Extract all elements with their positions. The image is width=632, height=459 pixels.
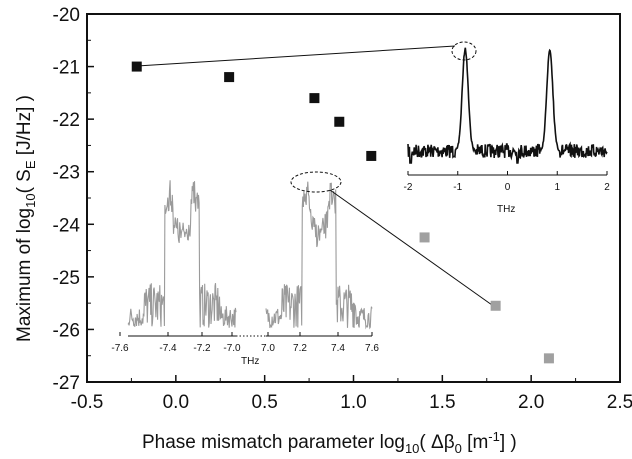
inset-left-tick-label: 7.6 [365, 343, 379, 354]
inset-left-tick-label: -7.4 [159, 343, 177, 354]
inset-left-tick-label: -7.2 [193, 343, 211, 354]
data-point-series-1 [366, 150, 377, 161]
connector-line-black [136, 45, 456, 67]
inset-left-tick-label: 7.4 [331, 343, 345, 354]
inset-left-tick-label: 7.2 [293, 343, 307, 354]
y-tick-label: -26 [53, 320, 80, 341]
x-axis-ticks: -0.5 0.0 0.5 1.0 1.5 2.0 2.5 [71, 375, 632, 413]
x-tick-label: 0.0 [163, 392, 189, 413]
inset-left-spectrum: -7.6 -7.4 -7.2 -7.0 7.0 7.2 7.4 7.6 THz [111, 171, 379, 367]
x-tick-label: 2.5 [607, 392, 632, 413]
inset-right-tick-label: 0 [505, 182, 511, 193]
inset-right-tick-label: 1 [554, 182, 560, 193]
inset-left-tick-label: -7.6 [111, 343, 129, 354]
data-point-series-1 [334, 116, 345, 127]
inset-left-ticks: -7.6 -7.4 -7.2 -7.0 7.0 7.2 7.4 7.6 [111, 332, 379, 354]
x-axis-title: Phase mismatch parameter log10( Δβ0 [m-1… [142, 429, 517, 456]
y-tick-label: -22 [53, 110, 80, 131]
inset-right-spectrum: -2 -1 0 1 2 THz [404, 41, 610, 215]
inset-left-highlight-ellipse [290, 171, 342, 193]
inset-left-trace-negative [127, 180, 237, 328]
y-tick-label: -23 [53, 163, 80, 184]
x-tick-label: -0.5 [71, 392, 104, 413]
data-markers [131, 61, 554, 364]
data-point-series-2 [419, 232, 430, 243]
data-point-series-1 [131, 61, 142, 72]
y-axis-title: Maximum of log10( SE [J/Hz] ) [14, 95, 38, 342]
y-tick-label: -24 [53, 215, 81, 236]
y-tick-label: -20 [53, 5, 80, 26]
data-point-series-2 [490, 300, 501, 311]
inset-left-x-label: THz [241, 356, 259, 367]
y-axis-ticks: -20 -21 -22 -23 -24 -25 -26 -27 [53, 5, 94, 394]
connector-line-gray [329, 189, 493, 306]
y-tick-label: -21 [53, 58, 80, 79]
inset-left-tick-label: -7.0 [223, 343, 241, 354]
inset-left-trace-positive [265, 181, 373, 330]
x-tick-label: 1.5 [429, 392, 455, 413]
x-tick-label: 0.5 [251, 392, 277, 413]
y-tick-label: -25 [53, 268, 80, 289]
data-point-series-1 [224, 72, 235, 83]
inset-right-tick-label: -1 [453, 182, 462, 193]
inset-right-highlight-ellipse [451, 41, 477, 61]
x-tick-label: 1.0 [340, 392, 366, 413]
inset-right-tick-label: 2 [604, 182, 610, 193]
y-tick-label: -27 [53, 373, 80, 394]
inset-left-tick-label: 7.0 [261, 343, 275, 354]
inset-right-ticks: -2 -1 0 1 2 [404, 171, 610, 193]
inset-right-trace [407, 47, 608, 164]
data-point-series-2 [543, 353, 554, 364]
inset-right-tick-label: -2 [404, 182, 413, 193]
data-point-series-1 [309, 93, 320, 104]
x-tick-label: 2.0 [518, 392, 544, 413]
inset-right-x-label: THz [497, 204, 515, 215]
